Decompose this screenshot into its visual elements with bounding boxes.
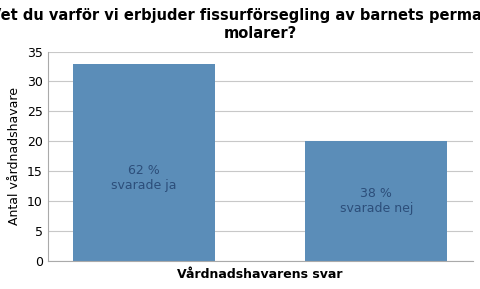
Y-axis label: Antal vårdnadshavare: Antal vårdnadshavare (8, 87, 21, 225)
X-axis label: Vårdnadshavarens svar: Vårdnadshavarens svar (177, 268, 342, 281)
Text: 38 %
svarade nej: 38 % svarade nej (339, 187, 412, 215)
Bar (304, 141, 446, 261)
Title: Vet du varför vi erbjuder fissurförsegling av barnets permanenta
molarer?: Vet du varför vi erbjuder fissurförsegli… (0, 8, 480, 41)
Text: 62 %
svarade ja: 62 % svarade ja (111, 164, 177, 192)
Bar (72, 64, 215, 261)
